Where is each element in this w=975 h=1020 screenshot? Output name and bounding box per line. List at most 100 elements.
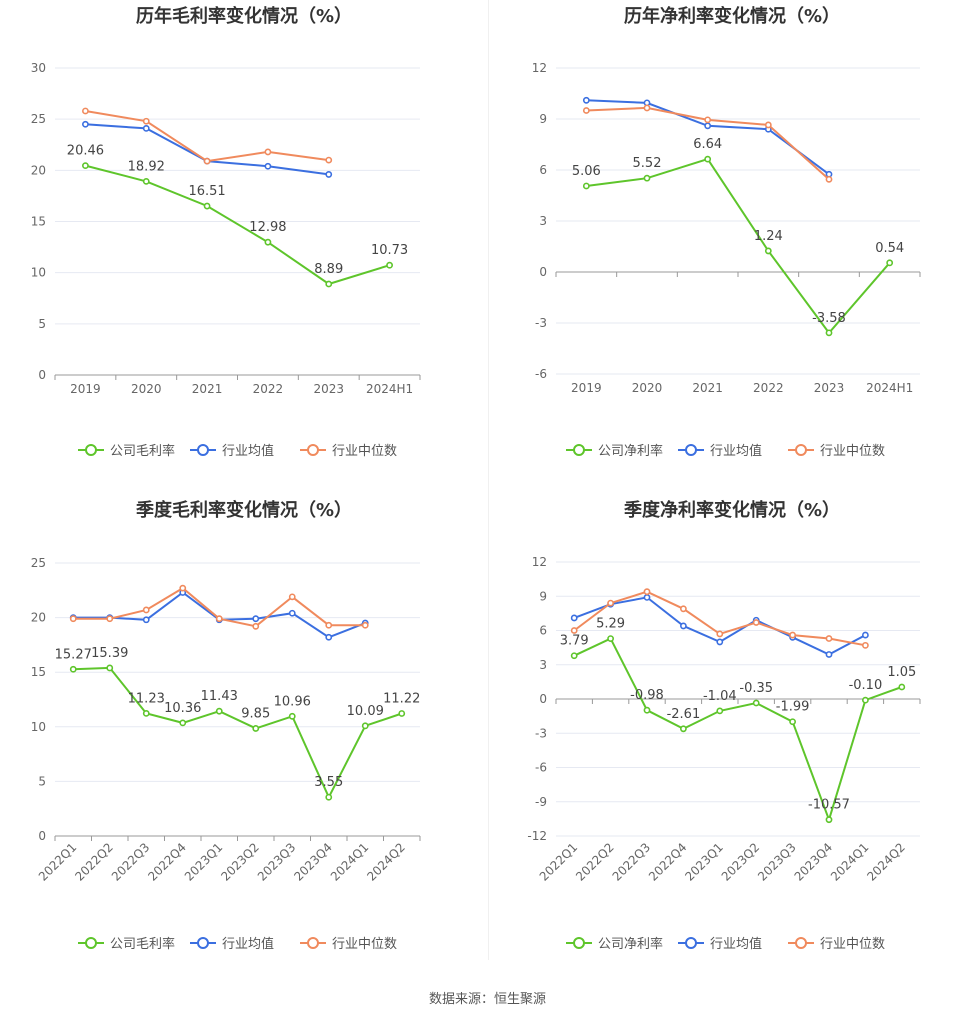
chart-quarterly-gross-margin: 季度毛利率变化情况（%） 0 5 10 15 20 25 2022Q12022Q22022Q3… [31,499,421,952]
chart-panel-quarterly-gross-margin: 季度毛利率变化情况（%） 0 5 10 15 20 25 2022Q1 2022Q2 2022Q3… [0,495,488,990]
data-label: 10.09 [347,704,384,719]
chart-panel-quarterly-net-margin: 季度净利率变化情况（%） -12 -9 -6 -3 0 3 6 9 12 2022Q1 2022Q2 2… [488,495,975,990]
series-line-company [73,666,403,800]
y-tick-label: 5 [38,317,46,331]
data-label: -2.61 [667,707,701,722]
y-tick-label: 0 [539,265,547,279]
data-point-company [570,652,578,660]
x-tick-label: 2022Q3 [610,840,654,884]
y-tick-label: 12 [532,61,547,75]
data-point-industry_median [704,116,712,124]
x-tick-label: 2021 [692,381,723,395]
data-point-industry_avg [142,124,150,132]
data-point-industry_avg [252,615,260,623]
legend-item-industry_median: 行业中位数 [300,444,397,459]
data-point-company [325,793,333,801]
data-point-industry_avg [288,609,296,617]
data-point-industry_avg [716,638,724,646]
data-point-industry_median [607,599,614,607]
legend-label: 公司净利率 [598,936,663,952]
legend-item-industry_avg: 行业均值 [678,443,762,459]
y-tick-label: -12 [527,829,547,843]
x-tick-label: 2023Q4 [291,840,335,884]
data-point-industry_median [570,627,578,634]
legend-label: 行业均值 [222,936,274,952]
legend-label: 行业中位数 [820,937,885,952]
data-point-industry_median [643,588,651,596]
data-point-company [789,718,796,726]
data-point-industry_median [679,605,687,613]
legend-label: 公司净利率 [598,443,663,459]
legend-marker [307,937,319,949]
data-point-industry_avg [825,651,833,658]
data-point-company [325,280,333,288]
x-tick-label: 2024H1 [866,381,913,395]
legend-item-company: 公司毛利率 [78,936,175,952]
data-point-company [264,238,272,246]
x-tick-label: 2023Q2 [719,840,763,884]
legend-item-industry_median: 行业中位数 [788,444,885,459]
legend-marker [573,444,585,456]
x-tick-label: 2023Q1 [182,840,226,884]
data-label: 5.06 [572,164,601,179]
x-tick-label: 2022Q2 [573,840,617,884]
data-point-company [82,162,89,170]
x-tick-label: 2020 [131,382,162,396]
x-tick-label: 2022Q4 [145,840,189,884]
data-point-industry_avg [570,614,578,622]
y-tick-label: 6 [539,624,547,638]
data-point-company [704,155,712,163]
legend-marker [573,937,585,949]
data-point-industry_median [179,584,187,592]
x-tick-label: 2024Q2 [864,840,908,884]
x-tick-label: 2021 [192,382,223,396]
data-point-industry_median [825,175,833,183]
data-label: 5.52 [633,156,662,171]
chart-annual-net-margin: 历年净利率变化情况（%） -6 -3 0 3 6 9 12 2019 2020 2021 2022 20… [532,5,921,459]
legend-item-industry_median: 行业中位数 [300,937,397,952]
x-tick-label: 2024Q1 [328,840,372,884]
data-point-company [825,329,833,337]
data-point-industry_median [716,630,724,638]
y-tick-label: 3 [539,658,547,672]
series-line-company [586,157,891,335]
data-point-company [398,710,406,717]
y-tick-label: 5 [38,774,46,788]
y-tick-label: 30 [31,61,46,75]
x-tick-label: 2023 [313,382,344,396]
x-tick-label: 2022Q4 [646,840,690,884]
data-point-company [861,696,869,704]
data-point-industry_median [325,156,333,164]
y-tick-label: 10 [31,266,46,280]
data-point-industry_median [361,621,369,629]
data-point-company [179,719,187,727]
y-tick-label: 20 [31,611,46,625]
data-point-industry_avg [679,622,687,630]
chart-title: 季度净利率变化情况（%） [624,499,840,521]
y-tick-label: 15 [31,215,46,229]
x-tick-label: 2023Q2 [218,840,262,884]
y-tick-label: 15 [31,665,46,679]
data-point-industry_avg [704,122,712,130]
chart-panel-annual-gross-margin: 历年毛利率变化情况（%） 0 5 10 15 20 25 30 2019 2020 2021 2022… [0,0,488,495]
data-point-industry_avg [142,616,150,624]
data-point-company [643,174,651,182]
data-label: 10.36 [164,701,201,716]
data-label: 18.92 [128,159,165,174]
data-label: -10.57 [808,798,850,813]
legend-marker [795,444,807,456]
x-tick-label: 2022 [253,382,284,396]
legend-label: 公司毛利率 [110,936,175,952]
data-point-industry_avg [82,120,89,128]
data-point-industry_median [142,117,150,125]
data-point-company [252,725,260,732]
data-point-company [288,712,296,720]
data-source-note: 数据来源：恒生聚源 [428,992,546,1007]
data-point-company [716,707,724,715]
data-point-industry_median [288,593,296,601]
legend-marker [685,444,697,456]
data-point-industry_median [582,107,590,114]
legend-marker [685,937,697,949]
data-point-industry_avg [861,631,869,639]
data-label: 0.54 [875,241,904,256]
